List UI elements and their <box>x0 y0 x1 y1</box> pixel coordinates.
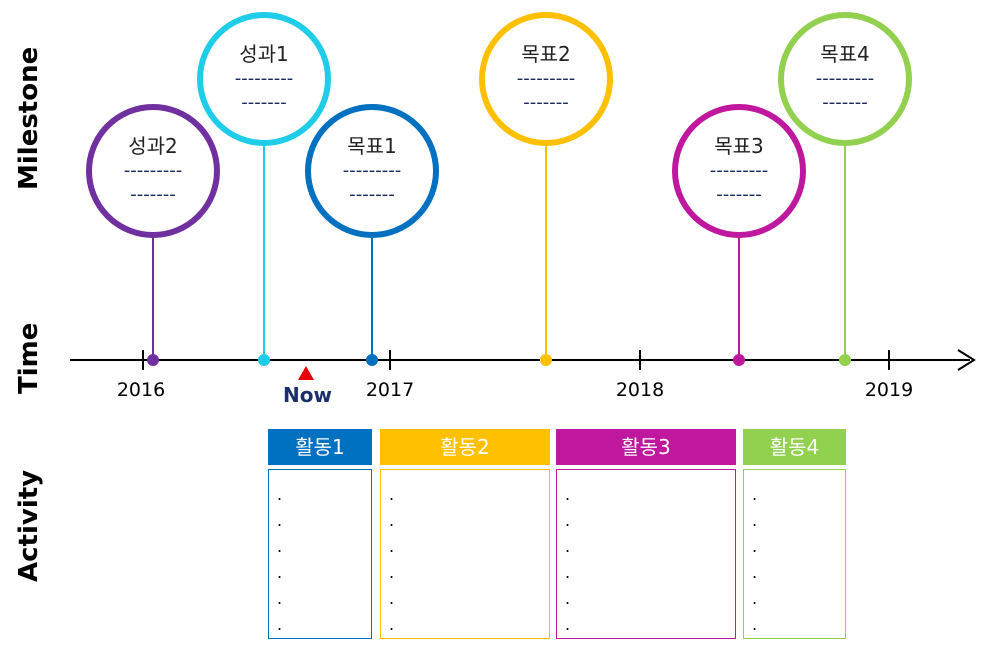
activity-header-3: 활동3 <box>556 429 736 465</box>
activity-header-4: 활동4 <box>743 429 846 465</box>
activity-bullet: . <box>277 511 283 530</box>
activity-bullet: . <box>752 511 758 530</box>
milestone-dot-2 <box>258 354 270 366</box>
activity-bullet: . <box>389 615 395 634</box>
milestone-text-5: 목표3 --------- ------- <box>669 133 809 207</box>
year-label-2016: 2016 <box>116 379 166 401</box>
activity-box-1: . . . . . . <box>268 469 372 639</box>
time-axis-arrowhead <box>957 349 976 371</box>
now-marker-icon <box>298 366 314 380</box>
activity-bullet: . <box>389 589 395 608</box>
milestone-circle-3 <box>305 104 439 238</box>
milestone-line1: --------- <box>234 68 294 89</box>
milestone-circle-1 <box>86 104 220 238</box>
activity-bullet: . <box>565 563 571 582</box>
activity-bullet: . <box>277 563 283 582</box>
milestone-dot-3 <box>366 354 378 366</box>
milestone-line2: ------- <box>130 184 176 205</box>
activity-box-2: . . . . . . <box>380 469 550 639</box>
activity-bullet: . <box>752 537 758 556</box>
milestone-line2: ------- <box>523 92 569 113</box>
activity-header-1: 활동1 <box>268 429 372 465</box>
activity-bullet: . <box>752 485 758 504</box>
activity-bullet: . <box>565 589 571 608</box>
activity-header-2: 활동2 <box>380 429 550 465</box>
activity-box-4: . . . . . . <box>743 469 846 639</box>
milestone-line1: --------- <box>342 160 402 181</box>
milestone-text-3: 목표1 --------- ------- <box>302 133 442 207</box>
milestone-line2: ------- <box>716 184 762 205</box>
activity-bullet: . <box>277 537 283 556</box>
milestone-line2: ------- <box>822 92 868 113</box>
milestone-title: 목표2 <box>521 42 571 66</box>
now-label: Now <box>283 383 332 407</box>
activity-bullet: . <box>389 485 395 504</box>
year-label-2019: 2019 <box>864 379 914 401</box>
milestone-text-6: 목표4 --------- ------- <box>775 41 915 115</box>
milestone-line2: ------- <box>349 184 395 205</box>
milestone-text-4: 목표2 --------- ------- <box>476 41 616 115</box>
activity-bullet: . <box>565 511 571 530</box>
milestone-circle-2 <box>197 12 331 146</box>
year-label-2017: 2017 <box>365 379 415 401</box>
milestone-title: 성과1 <box>239 42 289 66</box>
activity-bullet: . <box>277 485 283 504</box>
milestone-circle-6 <box>778 12 912 146</box>
milestone-dot-6 <box>839 354 851 366</box>
activity-bullet: . <box>389 537 395 556</box>
milestone-dot-1 <box>147 354 159 366</box>
milestone-line1: --------- <box>123 160 183 181</box>
activity-bullet: . <box>565 537 571 556</box>
milestone-dot-5 <box>733 354 745 366</box>
activity-bullet: . <box>752 615 758 634</box>
activity-bullet: . <box>565 615 571 634</box>
activity-bullet: . <box>752 563 758 582</box>
milestone-title: 목표1 <box>347 134 397 158</box>
milestone-text-2: 성과1 --------- ------- <box>194 41 334 115</box>
activity-bullet: . <box>389 511 395 530</box>
year-label-2018: 2018 <box>615 379 665 401</box>
milestone-title: 목표4 <box>820 42 870 66</box>
milestone-circle-5 <box>672 104 806 238</box>
activity-box-3: . . . . . . <box>556 469 736 639</box>
milestone-dot-4 <box>540 354 552 366</box>
activity-bullet: . <box>389 563 395 582</box>
activity-bullet: . <box>752 589 758 608</box>
activity-bullet: . <box>277 615 283 634</box>
milestone-title: 목표3 <box>714 134 764 158</box>
milestone-title: 성과2 <box>128 134 178 158</box>
milestone-line1: --------- <box>709 160 769 181</box>
milestone-line2: ------- <box>241 92 287 113</box>
milestone-line1: --------- <box>815 68 875 89</box>
activity-bullet: . <box>277 589 283 608</box>
activity-bullet: . <box>565 485 571 504</box>
milestone-text-1: 성과2 --------- ------- <box>83 133 223 207</box>
milestone-line1: --------- <box>516 68 576 89</box>
milestone-circle-4 <box>479 12 613 146</box>
